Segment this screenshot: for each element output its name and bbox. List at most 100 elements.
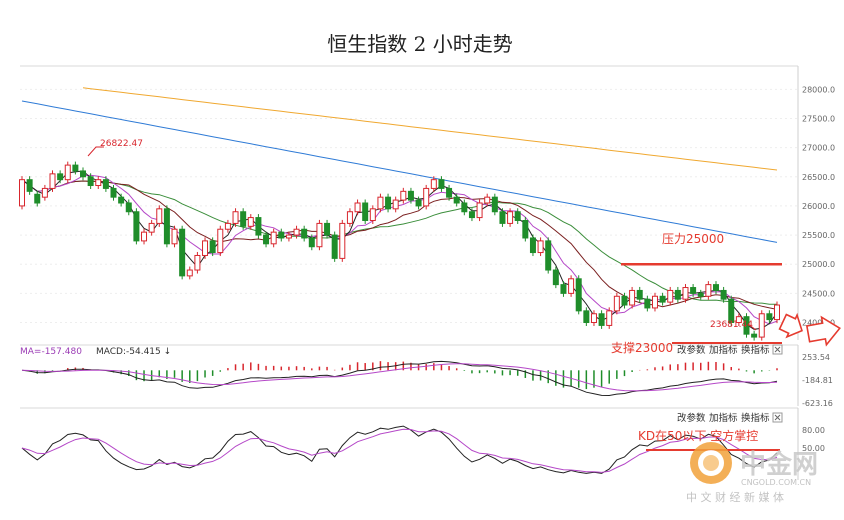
- watermark-brand: 中金网: [740, 449, 818, 480]
- candle-up: [507, 211, 514, 224]
- macd-lines: [21, 360, 778, 397]
- macd-switch-indicator-button[interactable]: 换指标: [741, 344, 770, 356]
- candle-up: [186, 269, 193, 277]
- macd-y-tick-labels: 253.54 -184.81 -623.16: [802, 353, 833, 408]
- macd-dif-label: MA=-157.480: [20, 347, 82, 357]
- kd-annotation-label: KD在50以下 空方掌控: [638, 428, 758, 443]
- candle-down: [575, 278, 582, 312]
- kd-y-tick: 50.00: [802, 444, 825, 453]
- candle-down: [766, 313, 773, 321]
- candle-up: [224, 222, 231, 230]
- ma-mid-line: [21, 100, 778, 243]
- candle-down: [644, 298, 651, 309]
- main-y-tick: 27000.0: [802, 144, 835, 153]
- candle-up: [354, 202, 361, 213]
- candle-down: [491, 196, 498, 213]
- candle-down: [324, 222, 331, 236]
- candle-down: [110, 187, 117, 198]
- candle-down: [522, 219, 529, 239]
- ma-slow-line: [82, 87, 778, 171]
- candle-up: [156, 208, 163, 224]
- macd-y-tick: 253.54: [802, 353, 830, 362]
- macd-close-icon[interactable]: [772, 344, 783, 355]
- high-label: 26822.47: [100, 139, 143, 149]
- ma-green-line: [21, 179, 777, 305]
- candle-down: [301, 228, 308, 239]
- macd-toolbar: 改参数 加指标 换指标: [677, 344, 783, 356]
- candle-down: [583, 310, 590, 324]
- macd-edit-params-button[interactable]: 改参数: [677, 344, 706, 356]
- candle-down: [26, 179, 33, 192]
- watermark-domain: CNGOLD.COM.CN: [741, 478, 811, 487]
- candle-up: [339, 222, 346, 259]
- macd-dea-line: [21, 363, 778, 392]
- candle-down: [407, 190, 414, 201]
- candle-down: [80, 170, 87, 178]
- candlestick-series: [19, 161, 780, 341]
- candle-down: [179, 228, 186, 277]
- candle-down: [514, 211, 521, 221]
- candle-down: [468, 211, 475, 219]
- candle-up: [590, 313, 597, 324]
- candle-down: [34, 193, 41, 204]
- kd-add-indicator-button[interactable]: 加指标: [709, 412, 738, 424]
- candle-down: [499, 211, 506, 224]
- main-y-tick: 24000.0: [802, 319, 835, 328]
- kd-edit-params-button[interactable]: 改参数: [677, 412, 706, 424]
- candle-up: [171, 228, 178, 245]
- kd-y-tick: 80.00: [802, 426, 825, 435]
- macd-y-tick: -184.81: [802, 376, 833, 385]
- candle-down: [163, 208, 170, 245]
- candle-down: [712, 284, 719, 291]
- candle-down: [598, 313, 605, 326]
- macd-add-indicator-button[interactable]: 加指标: [709, 344, 738, 356]
- ma-dark-line: [21, 179, 778, 310]
- candle-down: [308, 237, 315, 248]
- candle-up: [735, 316, 742, 324]
- candle-down: [415, 199, 422, 207]
- candle-down: [57, 173, 64, 181]
- candle-down: [118, 196, 125, 204]
- kd-switch-indicator-button[interactable]: 换指标: [741, 412, 770, 424]
- candle-up: [194, 254, 201, 271]
- ma-black-line: [21, 170, 778, 330]
- candle-up: [64, 164, 71, 181]
- candle-up: [247, 217, 254, 227]
- candle-down: [529, 237, 536, 254]
- main-y-tick-labels: 28000.0 27500.0 27000.0 26500.0 26000.0 25500…: [802, 85, 835, 327]
- candle-down: [552, 269, 559, 286]
- candle-up: [316, 222, 323, 248]
- candle-down: [743, 316, 750, 335]
- candle-up: [613, 295, 620, 312]
- candle-up: [667, 289, 674, 303]
- kd-y-tick-labels: 80.00 50.00: [802, 426, 825, 453]
- kd-k-line: [21, 425, 778, 474]
- candle-up: [606, 310, 613, 326]
- resistance-label: 压力25000: [662, 232, 724, 246]
- candle-down: [278, 231, 285, 239]
- low-annotation: 23681.44: [710, 320, 757, 331]
- candle-down: [453, 196, 460, 204]
- candle-up: [629, 289, 636, 306]
- candle-up: [537, 240, 544, 254]
- candle-down: [545, 240, 552, 271]
- candle-down: [87, 176, 94, 187]
- candle-down: [102, 179, 109, 189]
- candle-down: [362, 202, 369, 221]
- candle-down: [690, 287, 697, 294]
- candle-up: [285, 234, 292, 239]
- macd-dif-line: [21, 360, 778, 397]
- watermark-logo: 中金网 CNGOLD.COM.CN 中 文 财 经 新 媒 体: [686, 442, 818, 504]
- candle-down: [240, 211, 247, 227]
- candle-down: [209, 240, 216, 254]
- candle-up: [392, 199, 399, 210]
- kd-close-icon[interactable]: [772, 412, 783, 423]
- candle-up: [202, 240, 209, 256]
- moving-average-lines: [21, 87, 778, 330]
- candle-down: [560, 284, 567, 294]
- main-gridlines: [20, 88, 798, 324]
- low-label: 23681.44: [710, 320, 753, 330]
- main-y-tick: 24500.0: [802, 289, 835, 298]
